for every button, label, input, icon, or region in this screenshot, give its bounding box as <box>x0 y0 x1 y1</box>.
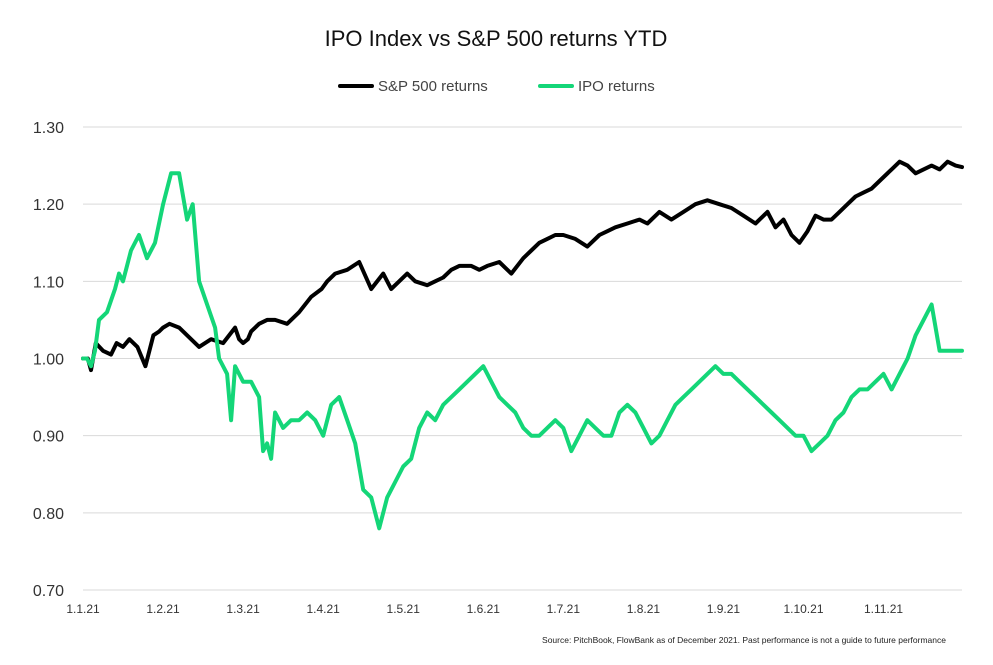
y-tick-label: 0.70 <box>33 583 64 600</box>
x-tick-label: 1.2.21 <box>146 602 180 616</box>
chart-title: IPO Index vs S&P 500 returns YTD <box>325 26 668 51</box>
x-tick-label: 1.1.21 <box>66 602 100 616</box>
x-tick-label: 1.4.21 <box>306 602 340 616</box>
x-tick-label: 1.3.21 <box>226 602 260 616</box>
y-tick-label: 1.30 <box>33 120 64 137</box>
source-note: Source: PitchBook, FlowBank as of Decemb… <box>542 635 946 645</box>
y-tick-label: 1.10 <box>33 274 64 291</box>
x-tick-label: 1.11.21 <box>864 602 903 616</box>
plot-area <box>81 159 964 531</box>
x-tick-label: 1.10.21 <box>783 602 823 616</box>
y-tick-label: 1.20 <box>33 197 64 214</box>
series-line-ipo <box>81 171 964 531</box>
gridlines <box>83 126 962 591</box>
legend-label-ipo: IPO returns <box>578 78 655 95</box>
series-line-sp500 <box>81 159 964 373</box>
x-tick-label: 1.6.21 <box>467 602 501 616</box>
x-axis: 1.1.21 1.2.21 1.3.21 1.4.21 1.5.21 1.6.21 1.7.… <box>66 602 903 616</box>
x-tick-label: 1.8.21 <box>627 602 661 616</box>
x-tick-label: 1.9.21 <box>707 602 741 616</box>
x-tick-label: 1.5.21 <box>387 602 421 616</box>
y-tick-label: 0.80 <box>33 506 64 523</box>
y-tick-label: 1.00 <box>33 352 64 369</box>
y-axis: 0.70 0.80 0.90 1.00 1.10 1.20 1.30 <box>33 120 64 600</box>
x-tick-label: 1.7.21 <box>547 602 581 616</box>
legend-label-sp500: S&P 500 returns <box>378 78 488 95</box>
y-tick-label: 0.90 <box>33 429 64 446</box>
legend: S&P 500 returns IPO returns <box>338 78 655 95</box>
